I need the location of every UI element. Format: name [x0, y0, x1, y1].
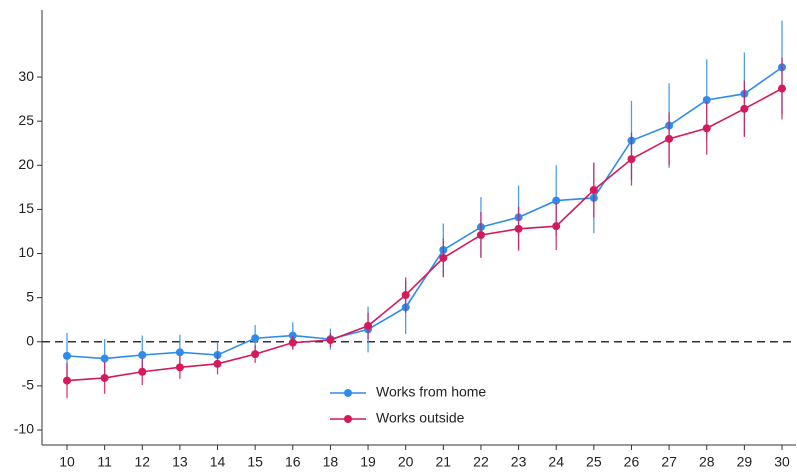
- point: [138, 367, 147, 376]
- x-tick-label: 10: [59, 454, 75, 470]
- point: [251, 350, 260, 359]
- y-tick-label: 0: [26, 332, 34, 348]
- y-tick-label: 15: [18, 200, 34, 216]
- point: [63, 351, 71, 360]
- point: [213, 359, 222, 368]
- legend-marker: [344, 415, 352, 423]
- x-tick-label: 23: [511, 454, 527, 470]
- legend-label: Works from home: [376, 384, 486, 400]
- point: [251, 334, 260, 343]
- point: [175, 348, 184, 357]
- x-tick-label: 22: [473, 454, 489, 470]
- x-tick-label: 20: [398, 454, 414, 470]
- x-tick-label: 12: [134, 454, 150, 470]
- y-tick-label: 20: [18, 156, 34, 172]
- y-tick-label: -5: [22, 377, 35, 393]
- x-tick-label: 24: [548, 454, 564, 470]
- y-tick-label: 5: [26, 288, 34, 304]
- point: [740, 104, 749, 113]
- x-tick-label: 18: [323, 454, 339, 470]
- series-line: [66, 87, 783, 382]
- point: [627, 155, 636, 164]
- point: [138, 351, 147, 359]
- x-tick-label: 14: [210, 454, 226, 470]
- x-tick-label: 16: [285, 454, 301, 470]
- point: [702, 96, 711, 104]
- series-line: [66, 66, 783, 360]
- legend-label: Works outside: [376, 410, 465, 426]
- point: [401, 291, 410, 299]
- x-tick-label: 13: [172, 454, 188, 470]
- y-tick-label: 30: [18, 68, 34, 84]
- point: [326, 336, 335, 344]
- point: [589, 186, 598, 194]
- point: [100, 373, 109, 382]
- point: [702, 124, 711, 133]
- x-tick-label: 25: [586, 454, 602, 470]
- point: [552, 196, 561, 205]
- x-tick-label: 19: [360, 454, 376, 470]
- x-tick-label: 30: [774, 454, 790, 470]
- point: [439, 253, 448, 262]
- x-tick-label: 28: [699, 454, 715, 470]
- x-tick-label: 26: [624, 454, 640, 470]
- point: [778, 84, 786, 93]
- y-tick-label: 25: [18, 112, 34, 128]
- y-tick-label: 10: [18, 244, 34, 260]
- point: [552, 222, 561, 231]
- x-tick-label: 27: [661, 454, 677, 470]
- point: [665, 134, 674, 143]
- y-tick-label: -10: [14, 421, 34, 437]
- x-tick-label: 21: [436, 454, 452, 470]
- x-tick-label: 11: [97, 454, 112, 470]
- x-tick-label: 15: [247, 454, 263, 470]
- legend-marker: [344, 389, 352, 397]
- point: [288, 338, 297, 347]
- point: [476, 231, 485, 239]
- point: [514, 224, 523, 233]
- point: [100, 354, 109, 363]
- x-tick-label: 29: [737, 454, 753, 470]
- point: [63, 376, 71, 385]
- point: [364, 321, 373, 330]
- point: [175, 363, 184, 372]
